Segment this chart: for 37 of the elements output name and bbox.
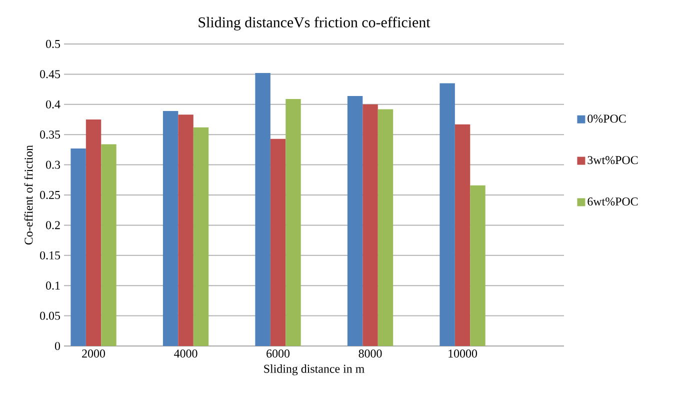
x-axis-title: Sliding distance in m xyxy=(264,364,364,376)
y-tick-label: 0 xyxy=(54,342,60,350)
x-tick-label: 4000 xyxy=(174,350,198,358)
bar xyxy=(378,109,394,346)
bar xyxy=(470,185,486,346)
bar xyxy=(86,120,102,346)
y-tick-label: 0.5 xyxy=(46,40,60,48)
bar xyxy=(270,138,286,346)
legend-label: 6wt%POC xyxy=(588,197,638,206)
y-tick-label: 0.25 xyxy=(40,190,60,200)
x-tick-label: 8000 xyxy=(358,350,382,358)
legend-label: 0%POC xyxy=(588,114,626,123)
bar xyxy=(178,114,194,346)
x-tick-label: 2000 xyxy=(82,350,106,358)
x-tick-label: 6000 xyxy=(266,350,290,358)
y-axis-title: Co-effient of friction xyxy=(24,145,33,245)
y-tick-label: 0.4 xyxy=(46,100,60,108)
x-tick-label: 10000 xyxy=(448,350,478,358)
bar xyxy=(347,96,363,346)
bar xyxy=(286,98,301,346)
bar xyxy=(440,83,455,346)
y-tick-label: 0.3 xyxy=(46,160,60,169)
chart-title: Sliding distanceVs friction co-efficient xyxy=(198,16,430,30)
bar xyxy=(193,127,209,346)
bar xyxy=(255,72,270,346)
y-tick-label: 0.35 xyxy=(40,130,60,139)
bar xyxy=(70,148,86,346)
bar xyxy=(454,124,470,346)
y-tick-label: 0.15 xyxy=(40,251,60,260)
y-tick-label: 0.2 xyxy=(46,221,60,230)
legend-label: 3wt%POC xyxy=(588,156,638,164)
bar xyxy=(362,104,378,346)
bar xyxy=(101,144,116,346)
bar xyxy=(162,111,178,346)
y-tick-label: 0.1 xyxy=(46,282,60,290)
y-tick-label: 0.05 xyxy=(40,312,60,320)
y-tick-label: 0.45 xyxy=(40,70,60,78)
